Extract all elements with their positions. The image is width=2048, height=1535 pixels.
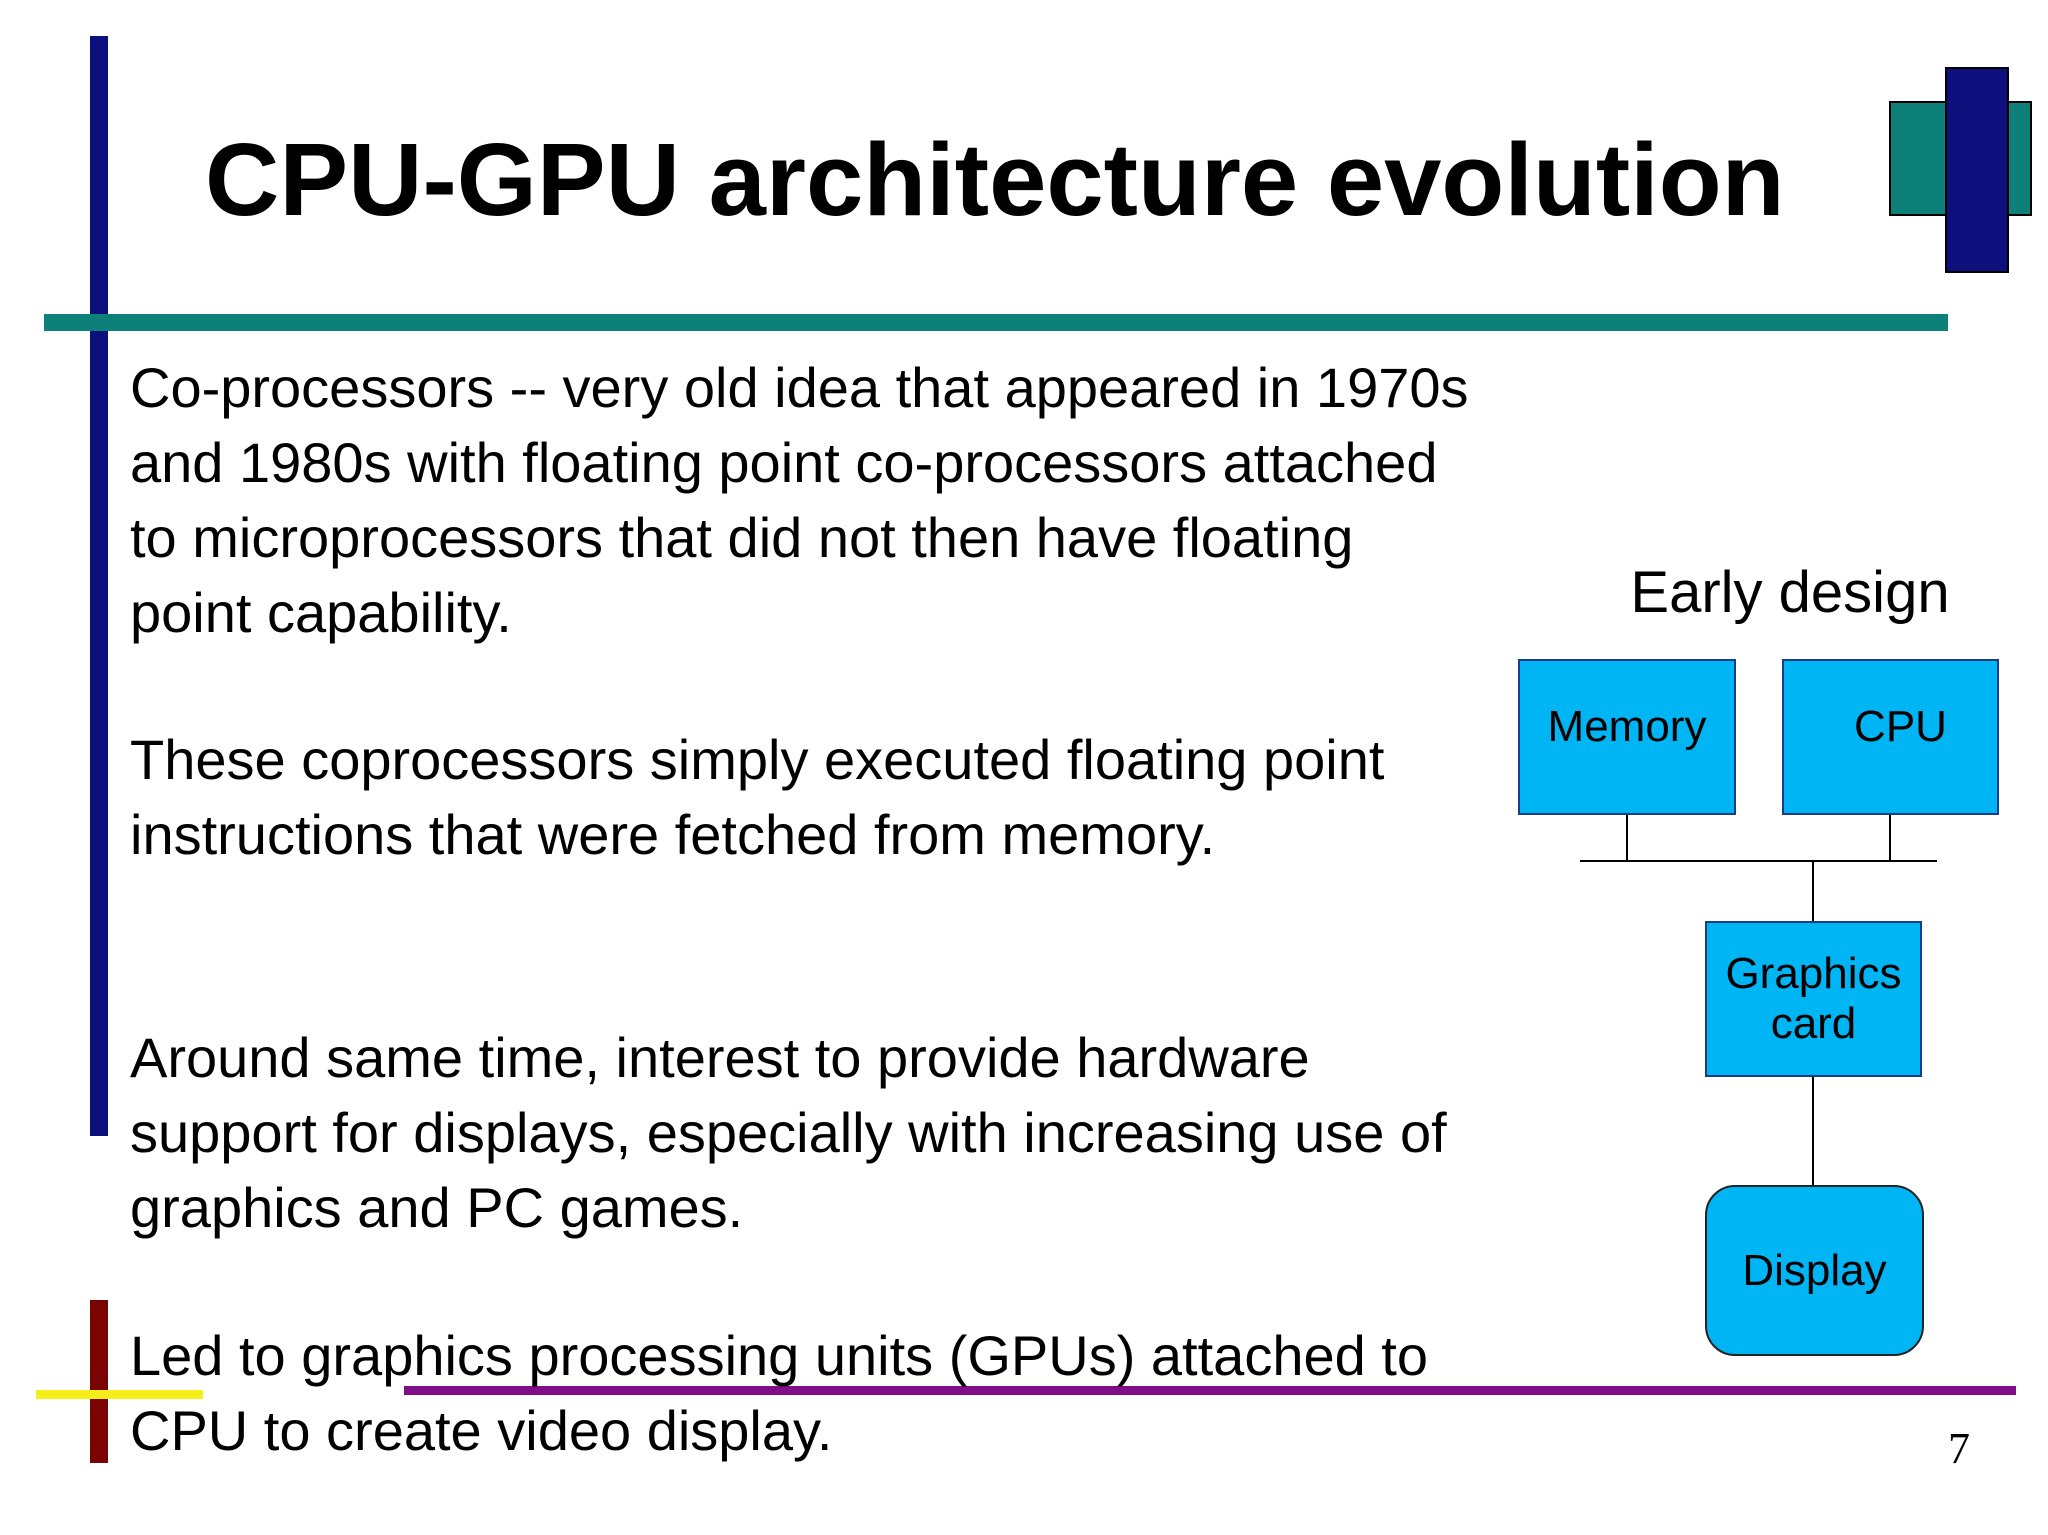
left-accent-bar (90, 36, 108, 1136)
graphics-card-label-line1: Graphics (1725, 949, 1902, 998)
body-paragraph-floating-point: These coprocessors simply executed float… (130, 728, 1385, 866)
graphics-card-box: Graphics card (1705, 921, 1922, 1077)
cpu-box: CPU (1782, 659, 1999, 815)
corner-navy-block (1945, 67, 2009, 273)
memory-label: Memory (1547, 702, 1707, 751)
bottom-purple-rule (404, 1386, 2016, 1395)
bottom-yellow-bar (36, 1390, 203, 1399)
display-label: Display (1742, 1245, 1887, 1295)
graphics-card-label-line2: card (1770, 999, 1857, 1048)
display-box: Display (1705, 1185, 1924, 1356)
body-paragraph-display-support: Around same time, interest to provide ha… (130, 1026, 1447, 1239)
bottom-maroon-bar (90, 1300, 108, 1463)
cpu-label: CPU (1854, 702, 1947, 751)
body-paragraph-gpus: Led to graphics processing units (GPUs) … (130, 1324, 1429, 1462)
body-paragraph-coprocessors: Co-processors -- very old idea that appe… (130, 356, 1469, 644)
slide-title: CPU-GPU architecture evolution (205, 122, 1785, 237)
memory-box: Memory (1518, 659, 1736, 815)
title-underline-rule (44, 314, 1948, 331)
diagram-caption: Early design (1630, 560, 1950, 625)
page-number: 7 (1948, 1424, 1970, 1473)
